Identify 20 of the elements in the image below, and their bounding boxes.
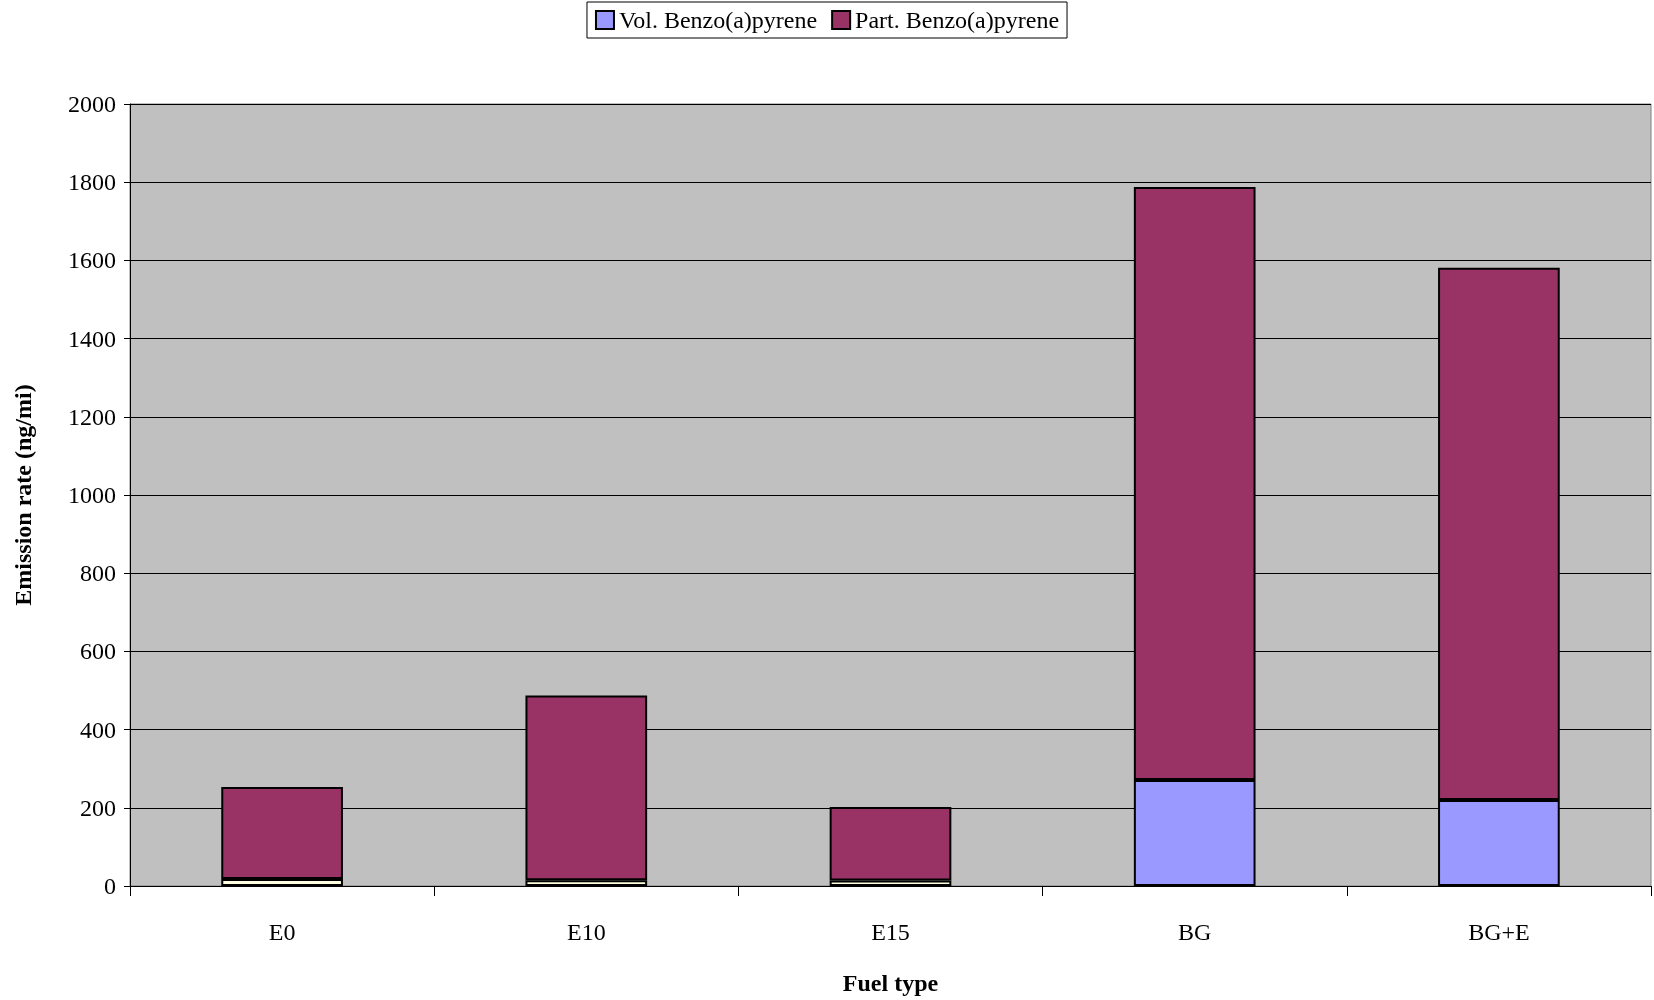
y-tick-label: 400 xyxy=(80,716,116,743)
y-tick-label: 200 xyxy=(80,794,116,821)
legend-label: Vol. Benzo(a)pyrene xyxy=(618,7,818,33)
y-tick-label: 0 xyxy=(104,873,116,899)
y-axis-title: Emission rate (ng/mi) xyxy=(10,384,36,606)
y-tick-label: 1400 xyxy=(68,325,116,352)
x-tick-label: E0 xyxy=(268,919,296,945)
y-tick-label: 800 xyxy=(80,560,116,587)
x-tick-label: BG xyxy=(1178,919,1212,945)
y-tick-label: 2000 xyxy=(68,91,116,117)
x-tick-label: E10 xyxy=(566,919,606,945)
y-tick-label: 1800 xyxy=(68,169,116,196)
y-tick-label: 1600 xyxy=(68,247,116,274)
x-axis-title: Fuel type xyxy=(842,970,939,996)
legend-label: Part. Benzo(a)pyrene xyxy=(855,7,1060,33)
y-tick-label: 1000 xyxy=(68,482,116,508)
y-tick-label: 600 xyxy=(80,638,116,665)
x-tick-label: BG+E xyxy=(1468,919,1530,945)
y-tick-label: 1200 xyxy=(68,403,116,430)
x-tick-label: E15 xyxy=(871,919,910,945)
